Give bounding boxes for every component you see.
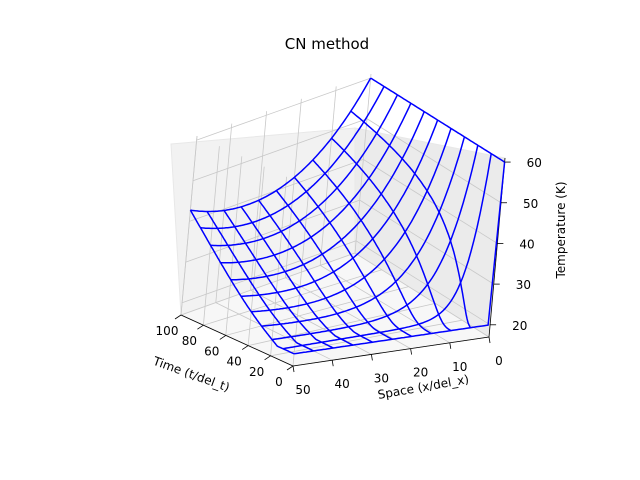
space-slice-line [258,199,373,343]
y-tick-label: 20 [413,366,428,380]
space-slice-line [293,176,413,338]
z-tick-label: 20 [512,319,527,333]
x-tick-label: 80 [182,334,197,348]
space-slice-line [350,110,472,329]
chart-title: CN method [285,35,369,53]
z-tick-label: 40 [519,237,534,251]
x-axis-label: Time (t/del_t) [150,354,231,395]
x-tick-label: 100 [156,324,179,338]
space-slice-line [370,77,506,163]
space-slice-line [206,211,314,352]
x-tick-label: 40 [227,355,242,369]
space-slice-line [223,209,334,349]
x-tick-label: 0 [275,375,283,389]
z-axis-label: Temperature (K) [554,181,568,279]
z-tick-label: 50 [523,197,538,211]
space-slice-line [275,190,393,340]
space-slice-line [240,206,354,346]
y-tick-label: 30 [374,371,389,385]
y-tick-label: 10 [452,360,467,374]
x-tick-label: 60 [204,344,219,358]
wireframe-surface [189,77,506,355]
space-slice-line [189,209,295,355]
x-tick-label: 20 [249,365,264,379]
y-tick-label: 40 [335,377,350,391]
space-slice-line [331,137,452,332]
z-tick-label: 30 [516,278,531,292]
y-tick-label: 0 [495,354,503,368]
y-tick-label: 50 [295,383,310,397]
space-slice-line [312,159,432,335]
z-tick-label: 60 [527,156,542,170]
